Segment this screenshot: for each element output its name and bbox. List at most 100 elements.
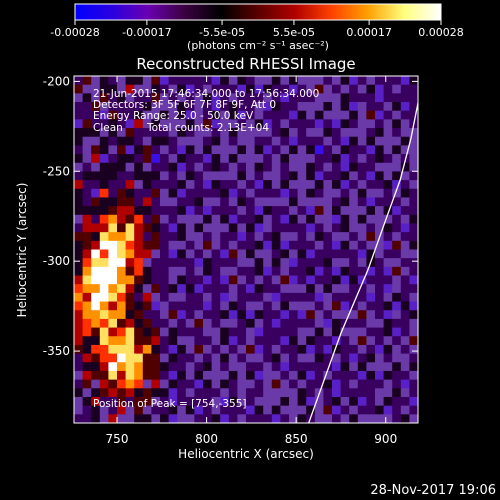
- heatmap-cell: [254, 336, 264, 346]
- heatmap-cell: [142, 310, 152, 320]
- heatmap-cell: [194, 249, 204, 259]
- heatmap-cell: [254, 119, 264, 129]
- heatmap-cell: [194, 353, 204, 363]
- heatmap-cell: [125, 284, 135, 294]
- heatmap-cell: [271, 240, 281, 251]
- heatmap-cell: [246, 336, 256, 346]
- heatmap-cell: [246, 119, 256, 129]
- heatmap-cell: [306, 344, 316, 355]
- heatmap-cell: [323, 188, 333, 199]
- heatmap-cell: [400, 214, 410, 225]
- heatmap-cell: [323, 102, 333, 112]
- heatmap-cell: [357, 188, 367, 199]
- heatmap-cell: [177, 136, 187, 146]
- heatmap-cell: [366, 145, 376, 155]
- heatmap-cell: [332, 370, 342, 381]
- heatmap-cell: [168, 162, 178, 173]
- heatmap-cell: [211, 275, 221, 285]
- heatmap-cell: [237, 232, 247, 242]
- heatmap-cell: [134, 223, 144, 233]
- heatmap-cell: [340, 240, 350, 251]
- heatmap-cell: [392, 136, 402, 146]
- heatmap-cell: [297, 119, 307, 129]
- heatmap-cell: [383, 197, 393, 207]
- heatmap-cell: [203, 301, 213, 311]
- heatmap-cell: [280, 119, 290, 129]
- heatmap-cell: [297, 258, 307, 268]
- heatmap-cell: [263, 136, 273, 146]
- heatmap-cell: [340, 370, 350, 381]
- heatmap-cell: [314, 414, 324, 423]
- heatmap-cell: [400, 102, 410, 112]
- heatmap-cell: [211, 206, 221, 216]
- heatmap-cell: [357, 136, 367, 146]
- heatmap-cell: [271, 318, 281, 329]
- heatmap-cell: [177, 154, 187, 164]
- heatmap-cell: [297, 396, 307, 407]
- heatmap-cell: [203, 145, 213, 155]
- heatmap-cell: [392, 232, 402, 242]
- heatmap-cell: [82, 310, 92, 320]
- heatmap-cell: [82, 379, 92, 389]
- heatmap-cell: [117, 388, 127, 398]
- heatmap-cell: [211, 344, 221, 355]
- heatmap-cell: [134, 362, 144, 372]
- heatmap-cell: [185, 344, 195, 355]
- heatmap-cell: [82, 414, 92, 423]
- heatmap-cell: [349, 344, 359, 355]
- heatmap-cell: [297, 110, 307, 120]
- heatmap-cell: [332, 76, 342, 86]
- heatmap-cell: [194, 223, 204, 233]
- heatmap-cell: [91, 110, 101, 120]
- heatmap-cell: [82, 292, 92, 303]
- heatmap-cell: [220, 188, 230, 199]
- heatmap-cell: [254, 102, 264, 112]
- heatmap-cell: [99, 292, 109, 303]
- heatmap-cell: [375, 318, 385, 329]
- heatmap-cell: [375, 84, 385, 94]
- heatmap-cell: [151, 93, 161, 103]
- heatmap-cell: [409, 310, 418, 320]
- heatmap-cell: [297, 145, 307, 155]
- heatmap-cell: [246, 266, 256, 277]
- heatmap-cell: [108, 128, 118, 138]
- heatmap-cell: [160, 240, 170, 251]
- heatmap-cell: [383, 266, 393, 277]
- heatmap-cell: [383, 128, 393, 138]
- heatmap-cell: [99, 414, 109, 423]
- heatmap-cell: [99, 84, 109, 94]
- heatmap-cell: [246, 249, 256, 259]
- heatmap-cell: [254, 301, 264, 311]
- heatmap-cell: [271, 275, 281, 285]
- heatmap-cell: [400, 353, 410, 363]
- heatmap-cell: [349, 240, 359, 251]
- heatmap-cell: [323, 223, 333, 233]
- heatmap-cell: [409, 197, 418, 207]
- heatmap-cell: [306, 162, 316, 173]
- energy-range-label: Energy Range: 25.0 - 50.0 keV: [93, 110, 254, 122]
- heatmap-cell: [340, 110, 350, 120]
- colorbar: [74, 3, 442, 21]
- heatmap-cell: [340, 93, 350, 103]
- heatmap-cell: [134, 145, 144, 155]
- heatmap-cell: [289, 353, 299, 363]
- heatmap-cell: [203, 414, 213, 423]
- heatmap-cell: [203, 162, 213, 173]
- heatmap-cell: [314, 84, 324, 94]
- heatmap-cell: [306, 327, 316, 337]
- heatmap-cell: [375, 336, 385, 346]
- heatmap-cell: [366, 232, 376, 242]
- heatmap-cell: [366, 188, 376, 199]
- heatmap-cell: [366, 154, 376, 164]
- heatmap-cell: [409, 249, 418, 259]
- heatmap-cell: [91, 180, 101, 190]
- heatmap-cell: [134, 310, 144, 320]
- heatmap-cell: [383, 240, 393, 251]
- heatmap-cell: [340, 162, 350, 173]
- heatmap-cell: [108, 388, 118, 398]
- heatmap-cell: [332, 258, 342, 268]
- heatmap-cell: [280, 240, 290, 251]
- heatmap-cell: [340, 206, 350, 216]
- heatmap-cell: [74, 249, 84, 259]
- heatmap-cell: [151, 336, 161, 346]
